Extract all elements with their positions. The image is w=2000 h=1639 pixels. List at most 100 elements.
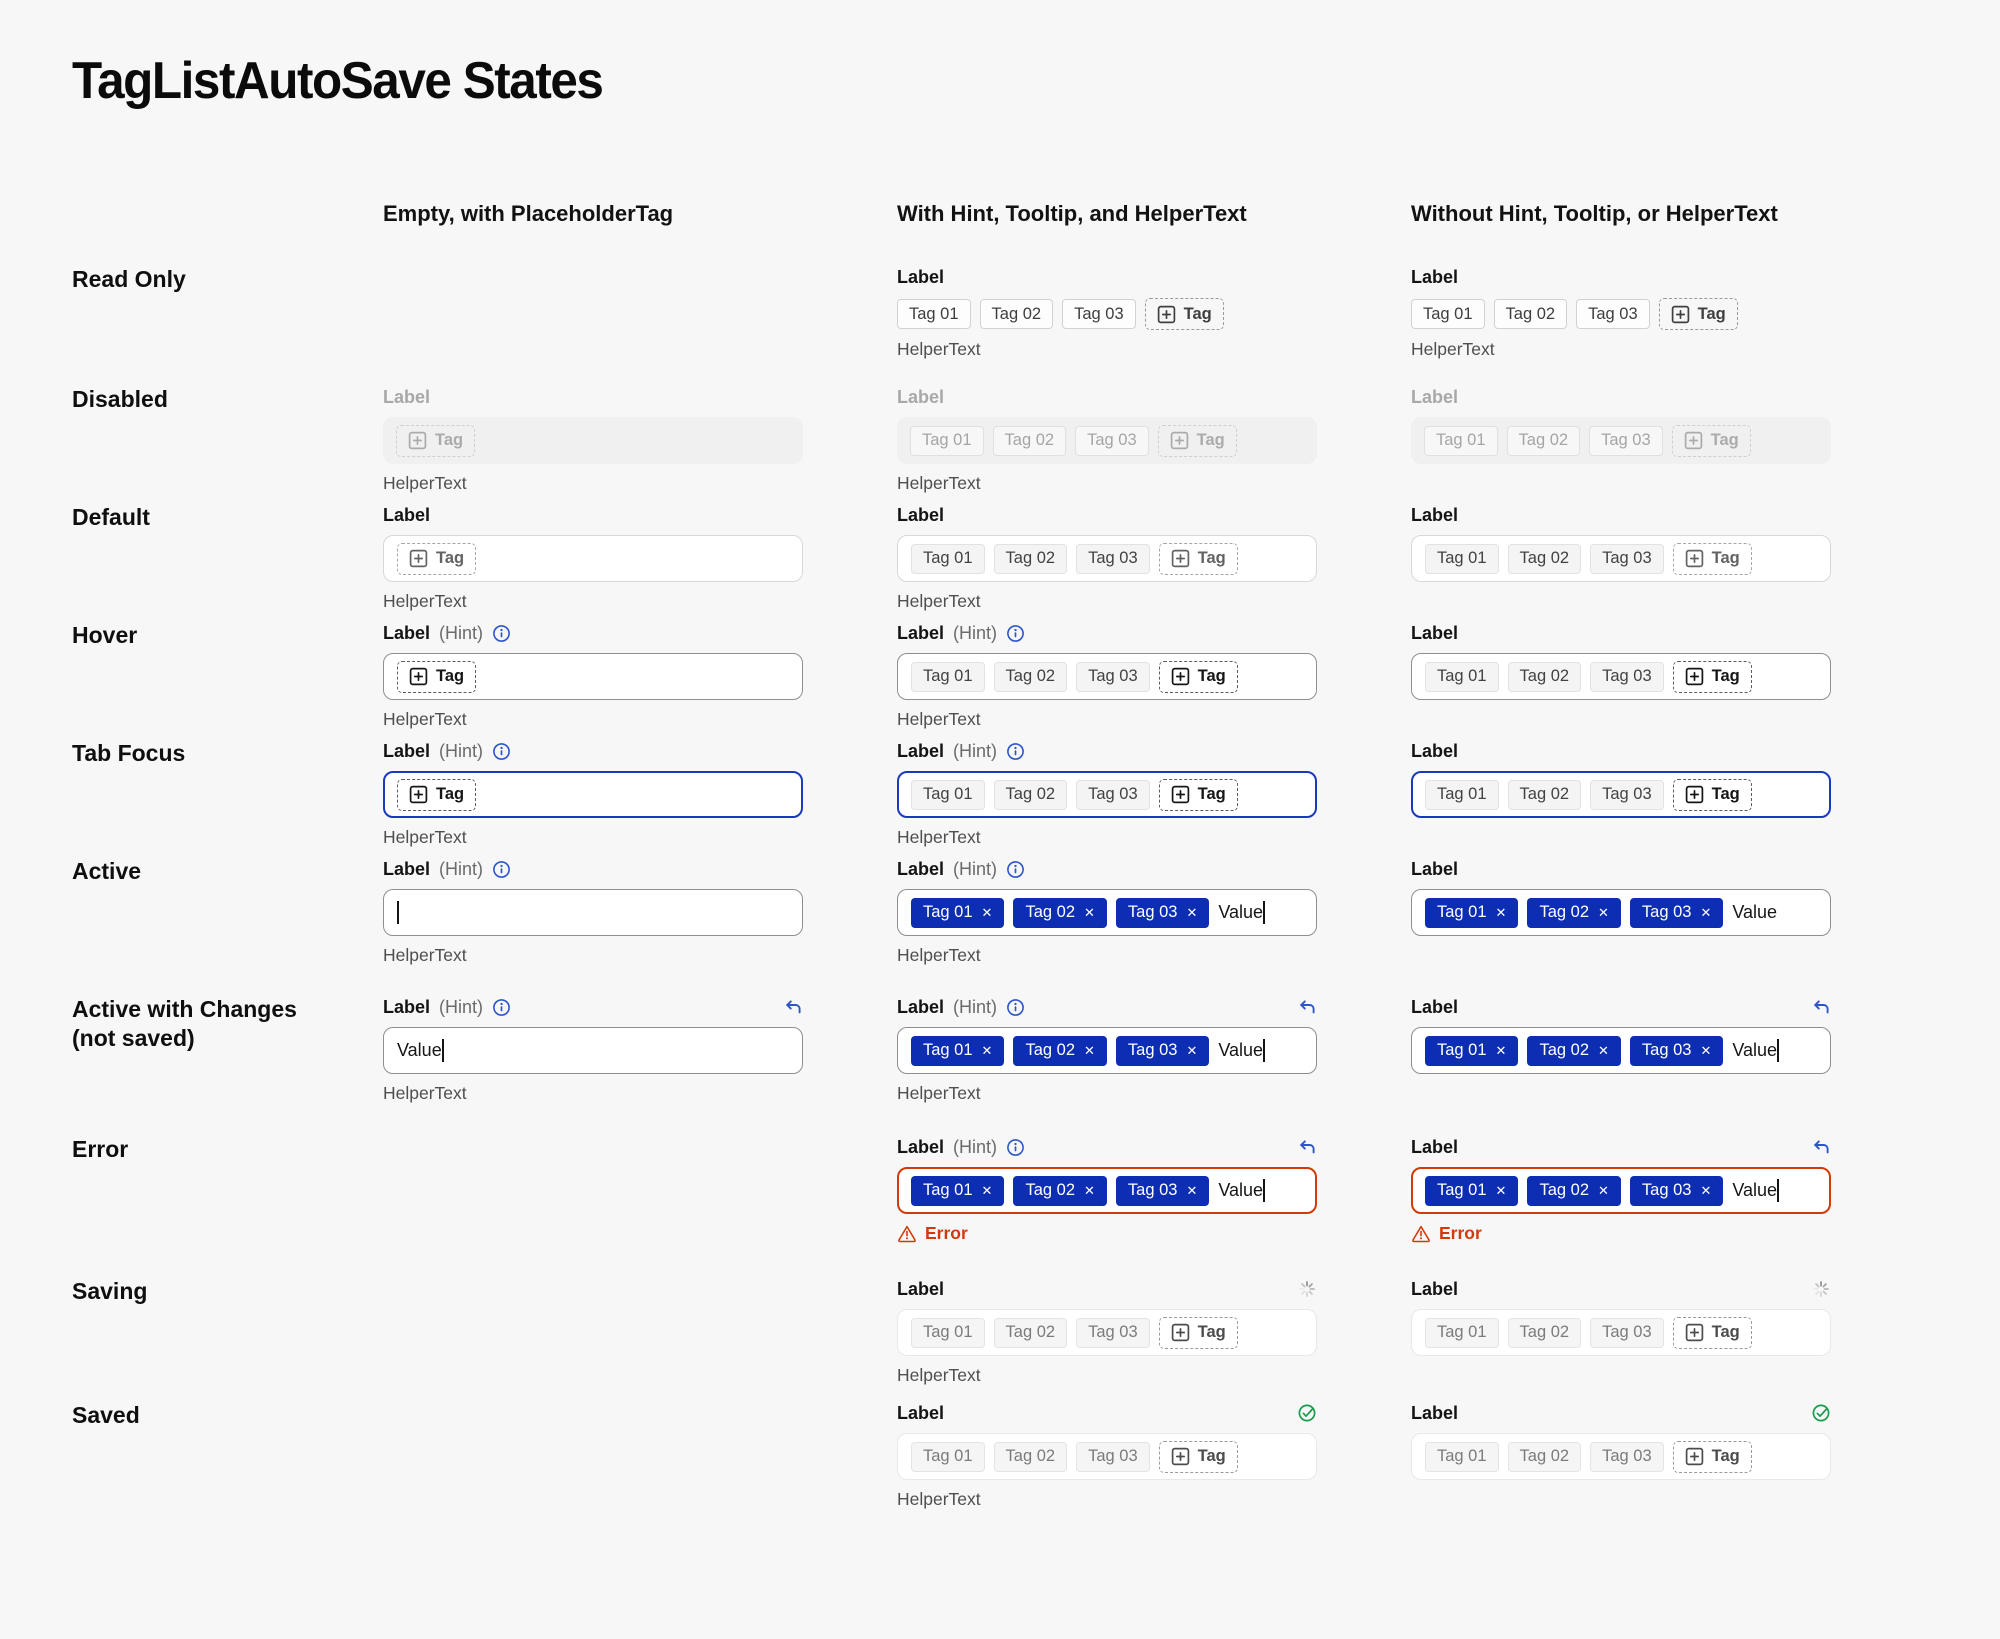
remove-tag-icon[interactable]: ✕ [981, 1183, 993, 1198]
taglist-field[interactable]: Tag 01 Tag 02 Tag 03 Tag [897, 1309, 1317, 1356]
remove-tag-icon[interactable]: ✕ [1598, 905, 1609, 920]
undo-icon[interactable] [1296, 1137, 1317, 1158]
undo-icon[interactable] [782, 997, 803, 1018]
tag-chip: Tag 02 [1507, 661, 1582, 692]
helper-text: HelperText [897, 1365, 981, 1385]
remove-tag-icon[interactable]: ✕ [1186, 1183, 1198, 1198]
remove-tag-icon[interactable]: ✕ [1495, 1183, 1507, 1198]
tag-chip: Tag 03 [1075, 425, 1149, 456]
taglist-field[interactable]: Tag 01 Tag 02 Tag 03 Tag [1411, 1309, 1831, 1356]
info-icon[interactable] [492, 860, 511, 879]
tag-chip-label: Tag 02 [1519, 1323, 1570, 1341]
taglist-field[interactable]: Tag 01 ✕ Tag 02 ✕ Tag 03 ✕ Value [1411, 1167, 1831, 1214]
remove-tag-icon[interactable]: ✕ [1495, 905, 1507, 920]
taglist-field[interactable]: Tag 01 ✕ Tag 02 ✕ Tag 03 ✕ Value [897, 889, 1317, 936]
taglist-field[interactable]: Tag 01 Tag 02 Tag 03 Tag [897, 653, 1317, 700]
remove-tag-icon[interactable]: ✕ [1598, 1043, 1609, 1058]
plus-box-icon [1171, 1447, 1190, 1466]
add-tag-button[interactable]: Tag [1672, 1316, 1752, 1349]
plus-box-icon [1171, 549, 1190, 568]
taglist-field[interactable]: Tag [383, 653, 803, 700]
tag-chip: Tag 02 ✕ [1013, 1175, 1107, 1206]
taglist-field[interactable]: Tag 01 Tag 02 Tag 03 Tag [897, 771, 1317, 818]
tag-chip-label: Tag 03 [1088, 1447, 1138, 1465]
add-tag-button[interactable]: Tag [1144, 298, 1224, 330]
info-icon[interactable] [1006, 1138, 1025, 1157]
taglist-field[interactable]: Tag [383, 771, 803, 818]
add-tag-label: Tag [1197, 785, 1226, 803]
add-tag-button[interactable]: Tag [1672, 660, 1752, 693]
undo-icon[interactable] [1296, 997, 1317, 1018]
info-icon[interactable] [1006, 624, 1025, 643]
field-label-row: Label [897, 1401, 1317, 1425]
undo-icon[interactable] [1810, 997, 1831, 1018]
remove-tag-icon[interactable]: ✕ [1700, 1043, 1712, 1058]
add-tag-button[interactable]: Tag [1158, 542, 1238, 575]
tag-chip: Tag 02 ✕ [1527, 897, 1621, 928]
field-hint: (Hint) [953, 858, 998, 879]
taglist-field[interactable]: Value [383, 1027, 803, 1074]
add-tag-button[interactable]: Tag [1158, 660, 1238, 693]
taglist-field[interactable] [383, 889, 803, 936]
add-tag-button[interactable]: Tag [397, 660, 477, 693]
add-tag-button[interactable]: Tag [1672, 778, 1752, 811]
field-hint: (Hint) [439, 858, 484, 879]
tag-chip-label: Tag 02 [1005, 549, 1056, 567]
add-tag-button[interactable]: Tag [1658, 298, 1738, 330]
add-tag-label: Tag [1710, 431, 1739, 449]
tag-chip: Tag 02 ✕ [1013, 1035, 1107, 1066]
undo-icon[interactable] [1810, 1137, 1831, 1158]
info-icon[interactable] [492, 742, 511, 761]
remove-tag-icon[interactable]: ✕ [1495, 1043, 1507, 1058]
info-icon[interactable] [492, 998, 511, 1017]
add-tag-button[interactable]: Tag [1158, 778, 1238, 811]
taglist-field[interactable]: Tag [383, 535, 803, 582]
state-name: Error [72, 1136, 129, 1162]
remove-tag-icon[interactable]: ✕ [1186, 905, 1198, 920]
taglist-field[interactable]: Tag 01 Tag 02 Tag 03 Tag [1411, 653, 1831, 700]
tag-chip: Tag 02 [1493, 299, 1568, 329]
tag-chip: Tag 02 ✕ [1013, 897, 1107, 928]
taglist-field[interactable]: Tag 01 ✕ Tag 02 ✕ Tag 03 ✕ Value [1411, 1027, 1831, 1074]
tag-chip: Tag 02 ✕ [1527, 1035, 1621, 1066]
helper-text: HelperText [897, 1083, 981, 1103]
remove-tag-icon[interactable]: ✕ [1084, 905, 1095, 920]
remove-tag-icon[interactable]: ✕ [981, 1043, 993, 1058]
remove-tag-icon[interactable]: ✕ [1700, 1183, 1712, 1198]
info-icon[interactable] [492, 624, 511, 643]
add-tag-button[interactable]: Tag [397, 542, 477, 575]
remove-tag-icon[interactable]: ✕ [1084, 1183, 1095, 1198]
add-tag-button[interactable]: Tag [1672, 542, 1752, 575]
taglist-field[interactable]: Tag 01 ✕ Tag 02 ✕ Tag 03 ✕ Value [1411, 889, 1831, 936]
taglist-field[interactable]: Tag 01 Tag 02 Tag 03 Tag [897, 535, 1317, 582]
remove-tag-icon[interactable]: ✕ [1084, 1043, 1095, 1058]
taglist-field[interactable]: Tag 01 Tag 02 Tag 03 Tag [897, 1433, 1317, 1480]
plus-box-icon [1671, 305, 1690, 324]
field-hint: (Hint) [953, 1136, 998, 1157]
tag-chip-label: Tag 01 [1437, 667, 1487, 685]
add-tag-button[interactable]: Tag [1158, 1440, 1238, 1473]
remove-tag-icon[interactable]: ✕ [1186, 1043, 1198, 1058]
taglist-field[interactable]: Tag 01 Tag 02 Tag 03 Tag [1411, 1433, 1831, 1480]
taglist-field[interactable]: Tag 01 ✕ Tag 02 ✕ Tag 03 ✕ Value [897, 1027, 1317, 1074]
taglist-cell-default-with: Label Tag 01 Tag 02 Tag 03 Tag HelperText [897, 503, 1317, 611]
add-tag-button[interactable]: Tag [397, 778, 477, 811]
taglist-field: Tag 01 Tag 02 Tag 03 Tag [1411, 417, 1831, 464]
taglist-field[interactable]: Tag 01 Tag 02 Tag 03 Tag [1411, 771, 1831, 818]
state-row-label-default: Default [72, 503, 383, 532]
taglist-cell-disabled-without: Label Tag 01 Tag 02 Tag 03 Tag [1411, 385, 1831, 464]
tag-chip-label: Tag 02 [1004, 431, 1055, 449]
remove-tag-icon[interactable]: ✕ [1700, 905, 1712, 920]
remove-tag-icon[interactable]: ✕ [981, 905, 993, 920]
taglist-field[interactable]: Tag 01 Tag 02 Tag 03 Tag [1411, 535, 1831, 582]
add-tag-button[interactable]: Tag [1158, 1316, 1238, 1349]
tag-chip-label: Tag 03 [1087, 431, 1137, 449]
info-icon[interactable] [1006, 742, 1025, 761]
info-icon[interactable] [1006, 998, 1025, 1017]
tag-chip-label: Tag 03 [1088, 785, 1138, 803]
add-tag-button[interactable]: Tag [1672, 1440, 1752, 1473]
remove-tag-icon[interactable]: ✕ [1598, 1183, 1609, 1198]
info-icon[interactable] [1006, 860, 1025, 879]
field-label-row: Label [1411, 503, 1831, 527]
taglist-field[interactable]: Tag 01 ✕ Tag 02 ✕ Tag 03 ✕ Value [897, 1167, 1317, 1214]
